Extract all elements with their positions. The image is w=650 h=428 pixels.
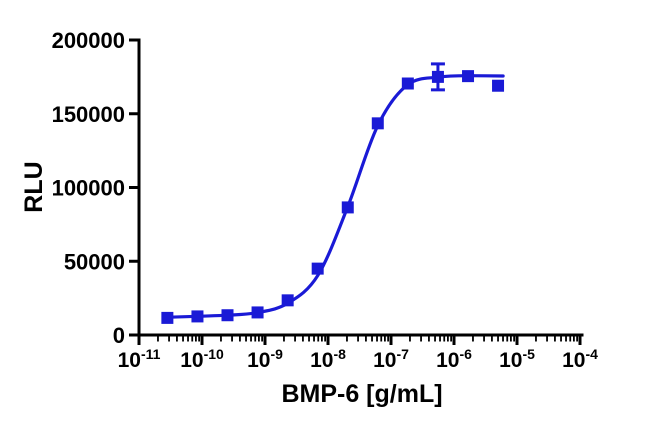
y-axis-tick-label: 0: [113, 323, 125, 348]
x-axis-tick-label: 10-7: [373, 346, 409, 372]
x-axis-tick-label: 10-9: [247, 346, 283, 372]
axes: 0 50000 100000 150000 200000 10-11 10-10 10-9 10…: [52, 28, 599, 372]
fit-curve-path: [163, 74, 505, 319]
axis-spines: [137, 38, 584, 337]
data-point-marker: [161, 311, 174, 324]
y-axis-tick-label: 100000: [52, 176, 125, 201]
y-axis-tick-label: 150000: [52, 102, 125, 127]
y-axis-title: RLU: [20, 161, 48, 212]
data-point-marker: [492, 79, 505, 92]
data-point-marker: [221, 309, 234, 322]
x-axis-tick-label: 10-5: [499, 346, 535, 372]
fit-curve: [163, 74, 505, 319]
x-axis-title: BMP-6 [g/mL]: [281, 380, 442, 408]
x-axis-tick-label: 10-10: [180, 346, 224, 372]
data-point-marker: [281, 294, 294, 307]
x-axis-tick-label: 10-11: [118, 346, 161, 372]
data-points: [161, 70, 505, 324]
data-point-marker: [401, 77, 414, 90]
data-point-marker: [371, 117, 384, 130]
data-point-marker: [462, 70, 475, 83]
x-axis-tick-label: 10-4: [562, 346, 598, 372]
data-point-marker: [191, 310, 204, 323]
data-point-marker: [431, 70, 444, 83]
x-axis-tick-label: 10-8: [310, 346, 346, 372]
y-axis-tick-label: 50000: [64, 249, 125, 274]
data-point-marker: [311, 262, 324, 275]
x-axis-tick-label: 10-6: [436, 346, 472, 372]
y-axis-tick-label: 200000: [52, 28, 125, 53]
data-point-marker: [341, 201, 354, 214]
data-point-marker: [251, 306, 264, 319]
